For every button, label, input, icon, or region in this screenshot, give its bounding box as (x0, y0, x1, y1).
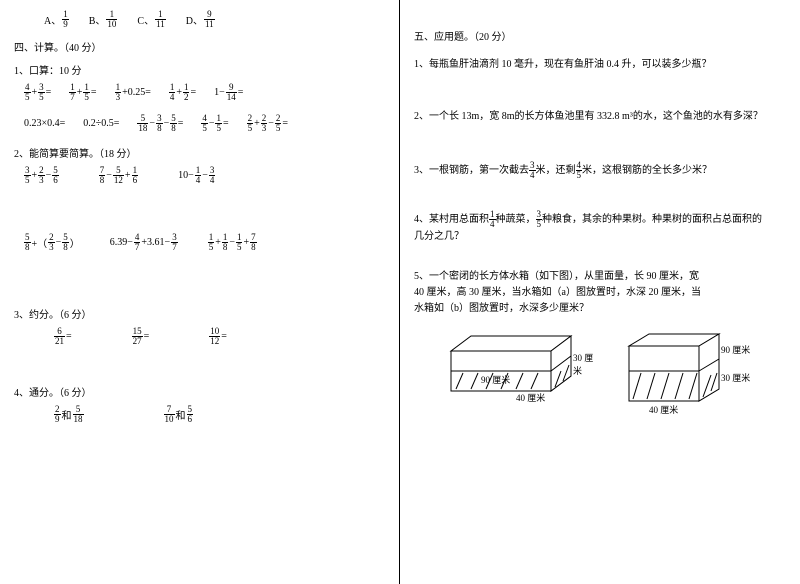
sub-4-4: 4、通分。（6 分） (14, 384, 385, 399)
box-a: 90 厘米 40 厘米 30 厘米 (441, 331, 601, 421)
calc-row-1: 35+23−56 78−512+16 10−14−34 (24, 166, 385, 185)
opt-a: A、19 (44, 10, 69, 29)
opt-b: B、110 (89, 10, 118, 29)
mental-row-1: 45+35= 17+15= 13+0.25= 14+12= 1−914= (24, 83, 385, 102)
box-b: 90 厘米 30 厘米 40 厘米 (619, 331, 759, 421)
mc-options: A、19 B、110 C、111 D、911 (44, 10, 385, 29)
q3: 3、一根钢筋，第一次截去34米，还剩45米，这根钢筋的全长多少米？ (414, 161, 786, 180)
box-diagrams: 90 厘米 40 厘米 30 厘米 90 厘米 30 厘米 40 厘米 (414, 331, 786, 421)
section-5-title: 五、应用题。（20 分） (414, 28, 786, 43)
label-30a: 30 厘米 (573, 351, 601, 377)
q2: 2、一个长 13m，宽 8m的长方体鱼池里有 332.8 m³的水，这个鱼池的水… (414, 109, 786, 125)
q5: 5、一个密闭的长方体水箱（如下图），从里面量，长 90 厘米，宽 40 厘米，高… (414, 269, 786, 317)
label-90a: 90 厘米 (481, 373, 510, 386)
common-denom-row: 29和518 710和56 (54, 405, 385, 424)
label-30b: 30 厘米 (721, 371, 750, 384)
sub-4-3: 3、约分。（6 分） (14, 306, 385, 321)
sub-4-1: 1、口算：10 分 (14, 62, 385, 77)
calc-row-2: 58+（23−58） 6.39−47+3.61−37 15+18−15+78 (24, 233, 385, 252)
q4: 4、某村用总面积14种蔬菜，35种粮食，其余的种果树。种果树的面积占总面积的 几… (414, 210, 786, 245)
reduce-row: 621= 1527= 1012= (54, 327, 385, 346)
q1: 1、每瓶鱼肝油滴剂 10 毫升，现在有鱼肝油 0.4 升，可以装多少瓶？ (414, 57, 786, 73)
opt-d: D、911 (186, 10, 215, 29)
opt-c: C、111 (137, 10, 165, 29)
label-90b: 90 厘米 (721, 343, 750, 356)
mental-row-2: 0.23×0.4= 0.2÷0.5= 518−38−58= 45−15= 25+… (24, 114, 385, 133)
sub-4-2: 2、能简算要简算。（18 分） (14, 145, 385, 160)
label-40b: 40 厘米 (649, 403, 678, 416)
section-4-title: 四、计算。（40 分） (14, 39, 385, 54)
label-40a: 40 厘米 (516, 391, 545, 404)
